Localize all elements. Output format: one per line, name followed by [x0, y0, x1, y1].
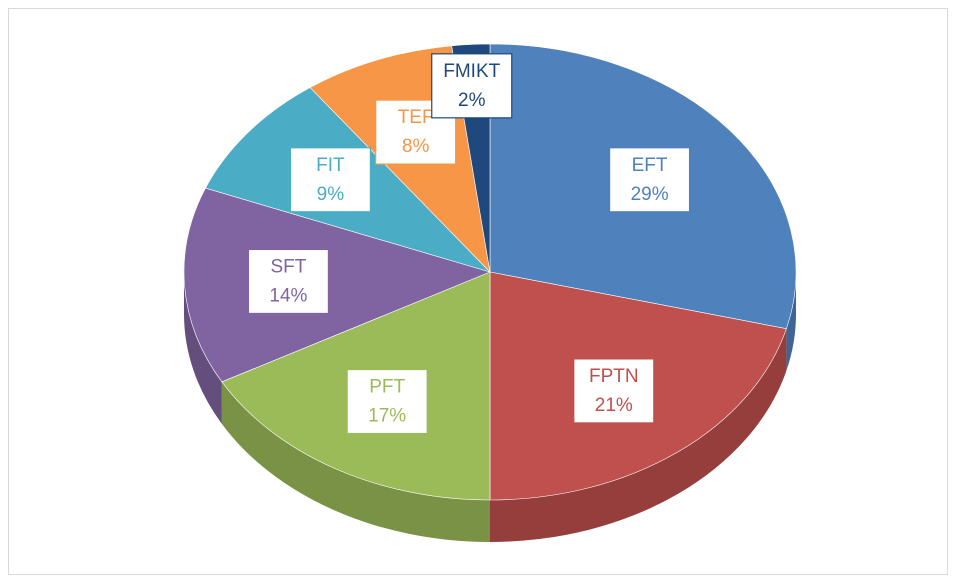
data-label-name: EFT	[632, 155, 668, 176]
slice-side	[184, 272, 222, 424]
data-label-name: SFT	[270, 256, 306, 277]
data-label-name: FIT	[316, 155, 345, 176]
data-label-value: 29%	[631, 184, 669, 205]
data-label-box	[247, 248, 330, 315]
slice-side	[490, 328, 787, 542]
slice-sides	[184, 272, 797, 542]
data-label-box	[289, 147, 372, 213]
data-label-name: FMIKT	[443, 61, 500, 82]
slice	[183, 187, 491, 383]
data-label-box	[431, 53, 513, 119]
data-label-value: 14%	[269, 285, 307, 306]
data-label-value: 17%	[368, 406, 406, 427]
data-label-name: PFT	[369, 377, 405, 398]
data-label-value: 8%	[402, 136, 430, 157]
slice-tops	[183, 43, 797, 501]
data-label-box	[608, 147, 691, 213]
data-label-name: FPTN	[589, 366, 639, 387]
data-labels: EFT 29% FPTN 21% PFT 17% SFT 14% FIT 9% TEF 8% FMIKT…	[247, 53, 691, 435]
slice-side	[221, 381, 490, 542]
data-label-box	[346, 368, 428, 435]
data-label-value: 9%	[317, 184, 345, 205]
slice-side	[786, 272, 797, 371]
data-label-value: 21%	[595, 395, 633, 416]
data-label-name: TEF	[398, 107, 434, 128]
data-label-value: 2%	[458, 90, 486, 111]
data-label-box	[573, 358, 655, 424]
